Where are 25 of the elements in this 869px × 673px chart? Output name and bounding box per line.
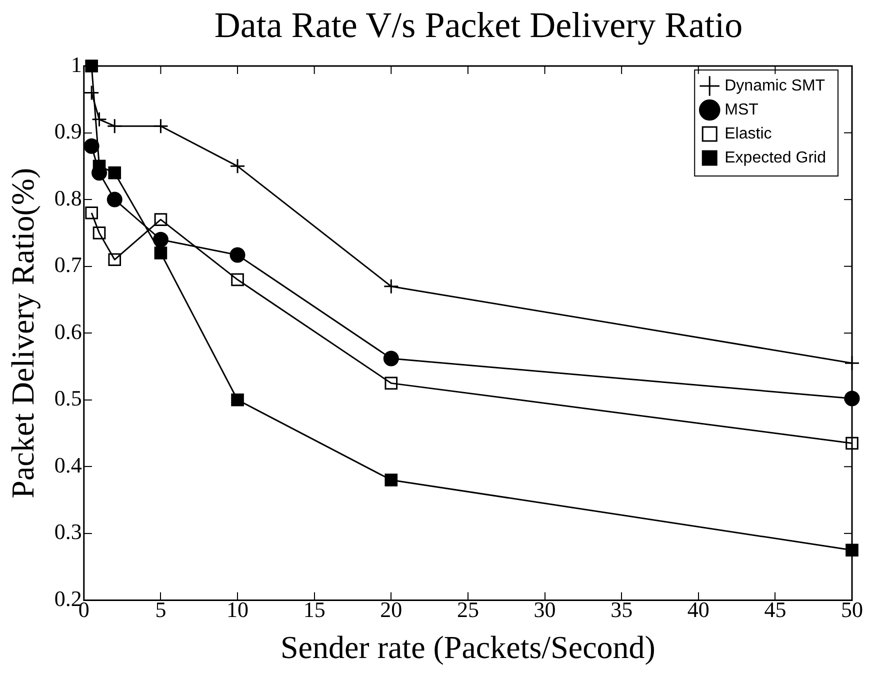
x-tick-label: 25 xyxy=(456,597,479,622)
x-tick-label: 30 xyxy=(534,597,556,622)
y-tick-label: 0.4 xyxy=(54,452,82,478)
legend-label: MST xyxy=(724,101,759,118)
x-axis-title: Sender rate (Packets/Second) xyxy=(280,629,656,666)
x-tick-label: 5 xyxy=(155,597,166,622)
legend-label: Dynamic SMT xyxy=(724,77,826,94)
y-tick-label: 0.6 xyxy=(54,318,82,344)
x-tick-label: 35 xyxy=(610,597,633,622)
y-tick-label: 0.3 xyxy=(54,519,82,544)
y-axis-title: Packet Delivery Ratio(%) xyxy=(4,168,41,498)
x-tick-label: 15 xyxy=(303,597,326,622)
x-tick-label: 45 xyxy=(764,597,786,622)
y-tick-label: 0.8 xyxy=(54,185,82,210)
x-tick-label: 50 xyxy=(841,597,863,622)
chart-title: Data Rate V/s Packet Delivery Ratio xyxy=(213,4,744,46)
x-tick-label: 20 xyxy=(380,597,402,622)
legend-label: Elastic xyxy=(724,125,772,142)
y-tick-label: 0.9 xyxy=(54,118,82,144)
y-tick-label: 1 xyxy=(70,52,82,77)
x-tick-label: 40 xyxy=(687,597,710,622)
legend-label: Expected Grid xyxy=(724,149,826,166)
y-tick-label: 0.5 xyxy=(54,386,82,411)
x-tick-label: 10 xyxy=(226,597,249,622)
y-tick-label: 0.7 xyxy=(54,252,82,278)
